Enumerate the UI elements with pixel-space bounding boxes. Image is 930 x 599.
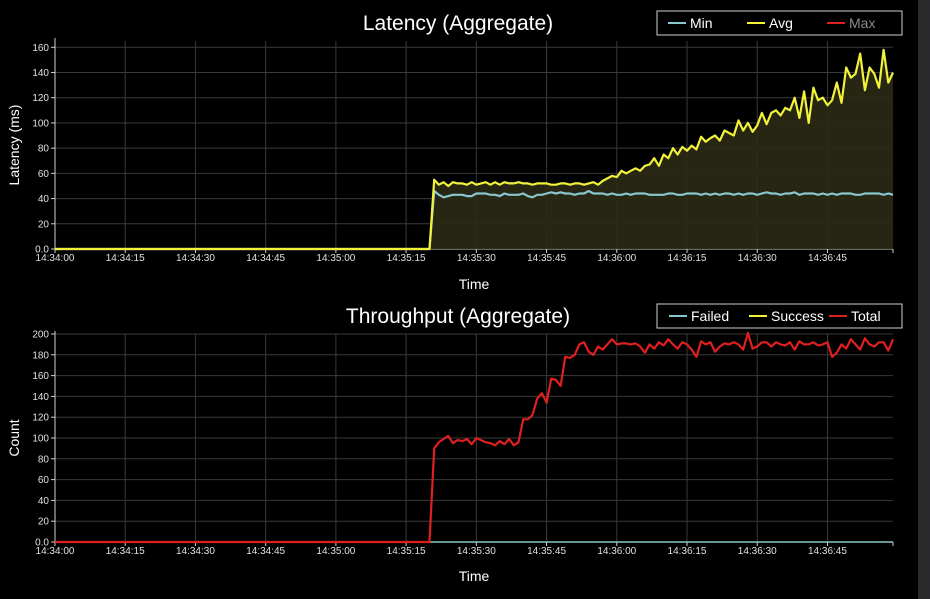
y-tick-label: 60 xyxy=(38,169,50,180)
chart-title: Latency (Aggregate) xyxy=(363,12,553,35)
x-tick-label: 14:36:45 xyxy=(808,546,847,557)
x-tick-label: 14:35:45 xyxy=(527,546,566,557)
legend-item-avg[interactable]: Avg xyxy=(747,15,793,31)
legend-item-success[interactable]: Success xyxy=(749,308,824,324)
legend-label: Max xyxy=(849,15,875,31)
series-line-avg xyxy=(55,48,894,251)
legend-item-max[interactable]: Max xyxy=(827,15,875,31)
x-tick-label: 14:34:30 xyxy=(176,253,215,264)
x-tick-label: 14:35:15 xyxy=(387,253,426,264)
x-tick-label: 14:34:45 xyxy=(246,253,285,264)
x-tick-label: 14:36:00 xyxy=(597,546,636,557)
y-tick-label: 100 xyxy=(32,118,49,129)
y-tick-label: 40 xyxy=(38,496,50,507)
y-tick-label: 120 xyxy=(32,413,49,424)
y-tick-label: 0.0 xyxy=(35,245,49,256)
x-tick-label: 14:36:45 xyxy=(808,253,847,264)
y-tick-label: 100 xyxy=(32,434,49,445)
x-tick-label: 14:36:30 xyxy=(738,546,777,557)
x-tick-label: 14:36:15 xyxy=(668,546,707,557)
x-tick-label: 14:34:00 xyxy=(36,546,75,557)
legend-label: Avg xyxy=(769,15,793,31)
latency-chart: 0.0 20 40 60 80 100 120 140 160 14:34:00 14:34:15 1… xyxy=(6,10,903,290)
grid xyxy=(54,333,893,543)
legend-label: Failed xyxy=(691,308,729,324)
x-tick-label: 14:35:30 xyxy=(457,546,496,557)
y-tick-label: 40 xyxy=(38,194,50,205)
x-tick-label: 14:34:00 xyxy=(36,253,75,264)
legend-item-total[interactable]: Total xyxy=(829,308,881,324)
y-tick-label: 0.0 xyxy=(35,538,49,549)
legend: Min Avg Max xyxy=(656,10,903,36)
y-tick-label: 120 xyxy=(32,93,49,104)
legend-item-min[interactable]: Min xyxy=(668,15,713,31)
chart-title: Throughput (Aggregate) xyxy=(346,305,570,328)
legend-label: Min xyxy=(690,15,713,31)
y-tick-label: 20 xyxy=(38,517,50,528)
y-tick-label: 80 xyxy=(38,454,50,465)
y-tick-label: 60 xyxy=(38,475,50,486)
y-tick-label: 180 xyxy=(32,350,49,361)
throughput-chart: 0.0 20 40 60 80 100 120 140 160 180 200 14:34:00 14:… xyxy=(6,303,903,584)
y-tick-label: 160 xyxy=(32,371,49,382)
legend-box xyxy=(656,10,903,36)
y-tick-label: 160 xyxy=(32,43,49,54)
x-tick-label: 14:35:00 xyxy=(316,253,355,264)
y-tick-label: 80 xyxy=(38,144,50,155)
x-tick-label: 14:34:15 xyxy=(106,546,145,557)
x-tick-label: 14:35:15 xyxy=(387,546,426,557)
x-tick-label: 14:36:30 xyxy=(738,253,777,264)
y-tick-label: 140 xyxy=(32,392,49,403)
y-axis-label: Count xyxy=(6,419,22,456)
legend-box xyxy=(656,303,903,329)
legend-item-failed[interactable]: Failed xyxy=(669,308,729,324)
x-tick-label: 14:35:45 xyxy=(527,253,566,264)
y-tick-label: 20 xyxy=(38,219,50,230)
series-area-avg xyxy=(55,49,893,249)
x-tick-label: 14:34:45 xyxy=(246,546,285,557)
series-line-total xyxy=(55,331,895,544)
y-tick-label: 140 xyxy=(32,68,49,79)
x-tick-label: 14:36:15 xyxy=(668,253,707,264)
series-line-min xyxy=(55,189,894,251)
x-tick-label: 14:34:30 xyxy=(176,546,215,557)
x-tick-label: 14:36:00 xyxy=(597,253,636,264)
x-tick-label: 14:35:30 xyxy=(457,253,496,264)
x-tick-label: 14:34:15 xyxy=(106,253,145,264)
x-axis-label: Time xyxy=(459,276,490,290)
x-tick-label: 14:35:00 xyxy=(316,546,355,557)
legend: Failed Success Total xyxy=(656,303,903,329)
x-axis-label: Time xyxy=(459,568,490,584)
legend-label: Success xyxy=(771,308,824,324)
grid xyxy=(54,41,893,250)
y-tick-label: 200 xyxy=(32,330,49,341)
y-axis-label: Latency (ms) xyxy=(6,105,22,186)
legend-label: Total xyxy=(851,308,881,324)
